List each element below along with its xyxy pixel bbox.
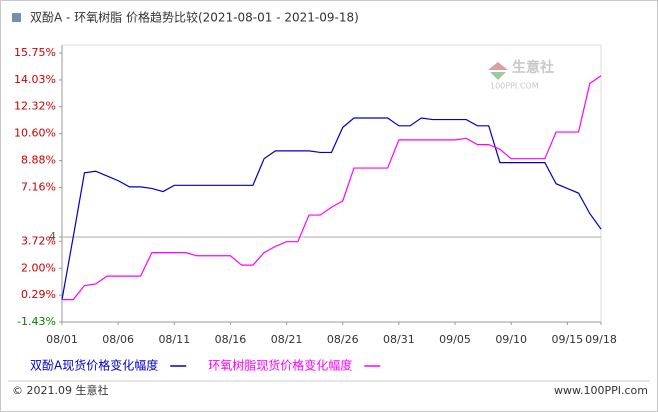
footer-copyright: © 2021.09 生意社 xyxy=(12,383,108,397)
legend-label: 双酚A现货价格变化幅度 xyxy=(30,358,158,373)
y-tick-label: 0.29% xyxy=(21,288,56,301)
y-tick-label: -1.43% xyxy=(17,315,56,328)
x-tick-label: 08/26 xyxy=(327,333,359,346)
chart-title: 双酚A - 环氧树脂 价格趋势比较(2021-08-01 - 2021-09-1… xyxy=(30,10,359,25)
x-tick-label: 08/31 xyxy=(383,333,415,346)
y-tick-label: 15.75% xyxy=(14,46,56,59)
watermark: 生意社 100PPI.COM xyxy=(488,59,554,91)
x-tick-label: 08/16 xyxy=(215,333,247,346)
y-tick-label: 7.16% xyxy=(21,181,56,194)
watermark-site: 100PPI.COM xyxy=(490,82,539,91)
x-tick-label: 08/11 xyxy=(158,333,190,346)
x-tick-label: 08/06 xyxy=(102,333,134,346)
watermark-name: 生意社 xyxy=(512,59,554,76)
watermark-icon xyxy=(488,62,508,70)
y-tick-label: 12.32% xyxy=(14,100,56,113)
series-line xyxy=(62,75,602,301)
x-tick-label: 09/05 xyxy=(439,333,471,346)
legend-label: 环氧树脂现货价格变化幅度 xyxy=(208,358,352,373)
y-tick-label: 14.03% xyxy=(14,73,56,86)
watermark-icon xyxy=(490,72,506,80)
x-tick-label: 09/18 xyxy=(585,333,617,346)
y-tick-label: 8.88% xyxy=(21,154,56,167)
y-tick-label: 4 xyxy=(49,230,56,243)
y-tick-label: 2.00% xyxy=(21,261,56,274)
x-tick-label: 09/10 xyxy=(495,333,527,346)
y-tick-label: 10.60% xyxy=(14,127,56,140)
footer-site: www.100PPI.com xyxy=(554,384,648,397)
y-tick-label: 3.72% xyxy=(21,234,56,247)
series-line xyxy=(61,117,602,300)
x-tick-label: 08/21 xyxy=(271,333,303,346)
x-tick-label: 09/15 xyxy=(551,333,583,346)
title-icon xyxy=(12,13,21,22)
x-tick-label: 08/01 xyxy=(46,333,78,346)
